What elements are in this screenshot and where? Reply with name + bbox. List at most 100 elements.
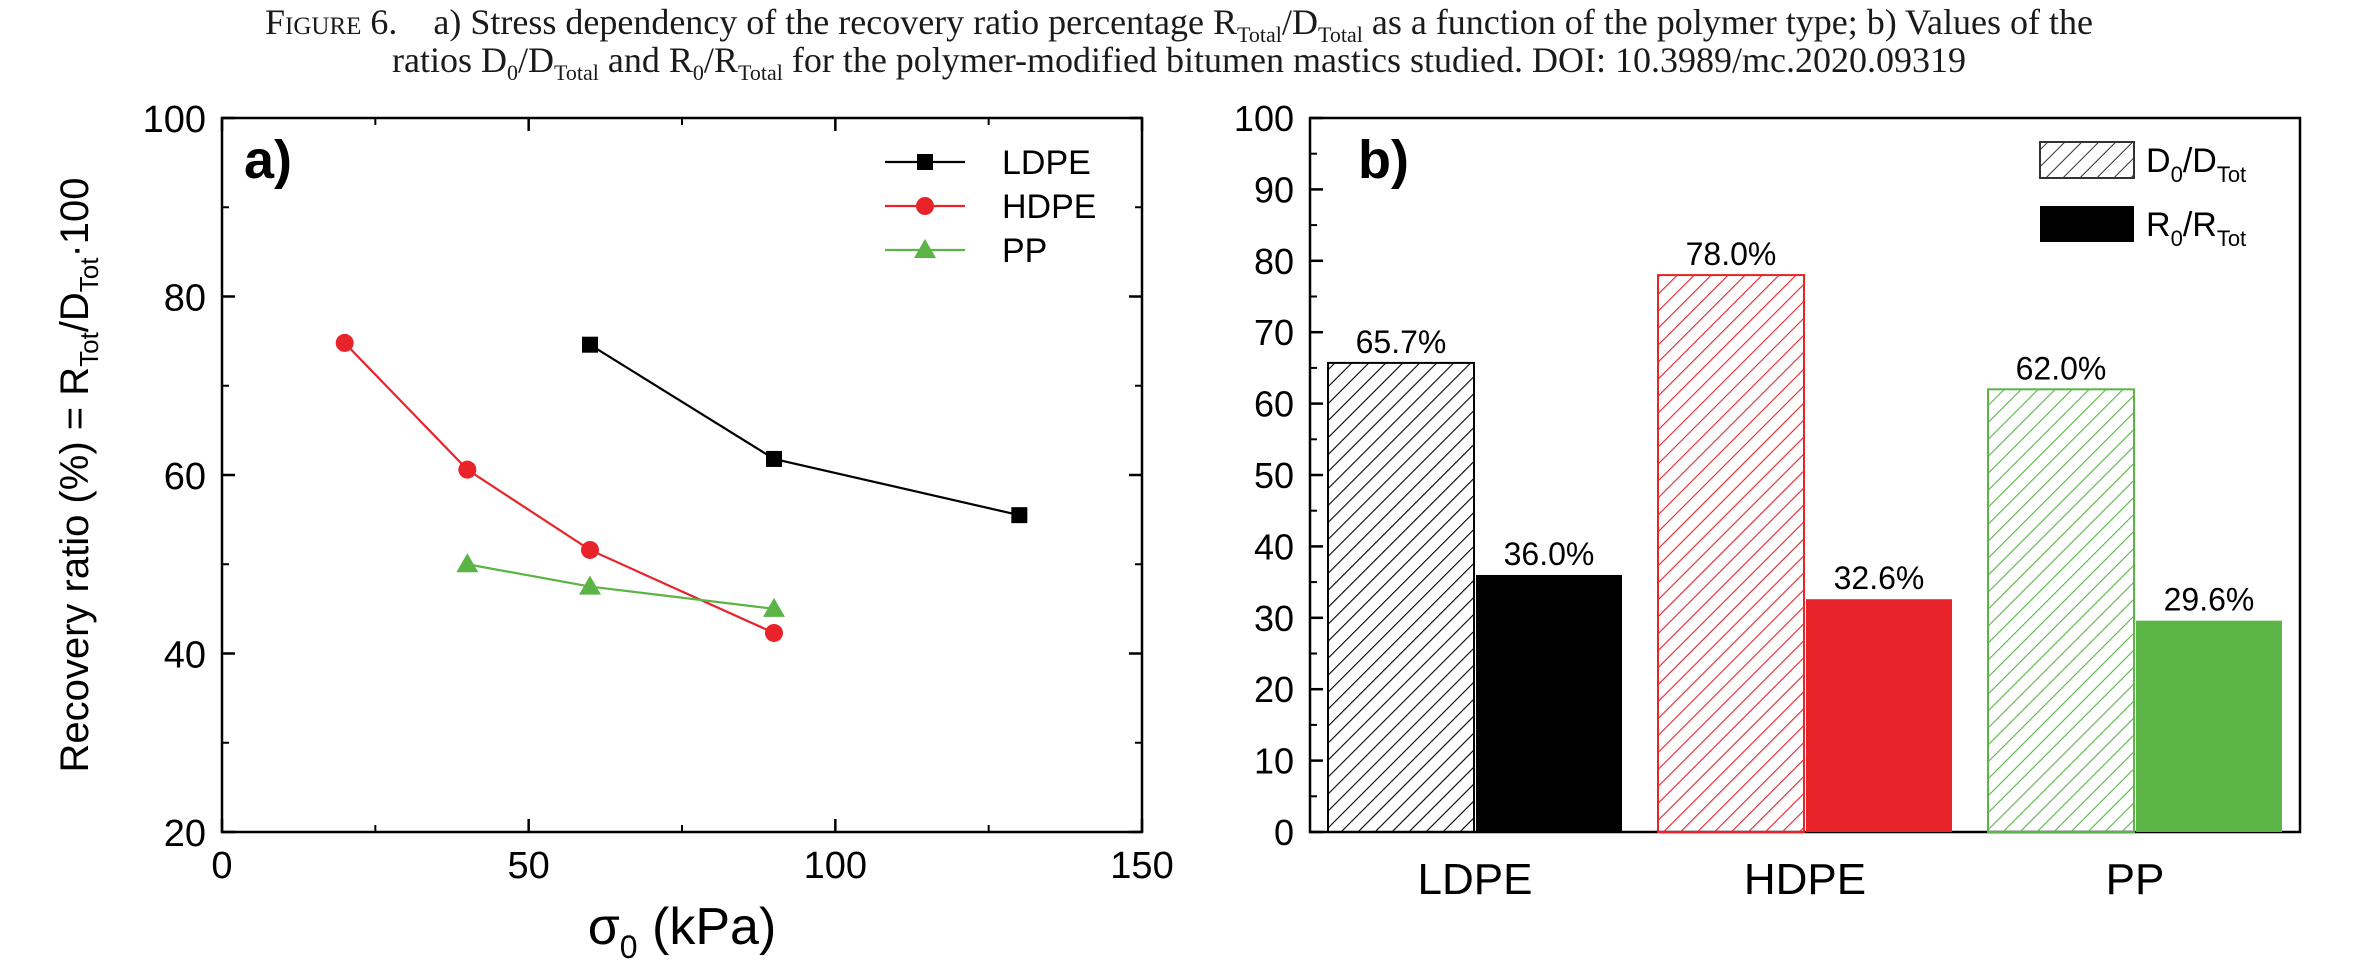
- series-line: [589, 343, 1020, 517]
- data-point-square: [582, 336, 598, 353]
- subscript-text: Tot: [74, 257, 104, 292]
- label-text: /D: [53, 292, 97, 332]
- data-point-square: [917, 154, 933, 170]
- data-point-triangle: [579, 575, 601, 595]
- subscript-text: Tot: [2217, 226, 2246, 251]
- y-tick-label: 100: [1234, 98, 1294, 139]
- legend-label: R0/RTot: [2146, 206, 2246, 251]
- label-text: (kPa): [638, 898, 777, 956]
- panel-label: a): [244, 130, 292, 190]
- caption-subscript: Total: [554, 60, 599, 85]
- data-point-circle: [581, 540, 599, 559]
- legend-label: LDPE: [1002, 144, 1091, 182]
- bar-hatched: [1327, 361, 1475, 833]
- bar-value-label: 78.0%: [1686, 236, 1777, 272]
- bar-solid: [2136, 620, 2282, 832]
- y-tick-label: 50: [1254, 455, 1294, 496]
- y-tick-label: 20: [1254, 669, 1294, 710]
- y-tick-label: 20: [164, 813, 206, 855]
- caption-text: a) Stress dependency of the recovery rat…: [433, 2, 1238, 42]
- y-tick-label: 30: [1254, 598, 1294, 639]
- caption-line-2: ratios D0/DTotal and R0/RTotal for the p…: [0, 40, 2358, 93]
- legend-item-ldpe: LDPE: [885, 144, 1091, 182]
- caption-subscript: Total: [1237, 22, 1282, 47]
- caption-subscript: 0: [507, 60, 519, 85]
- bar-value-label: 29.6%: [2164, 582, 2255, 618]
- bar-value-label: 32.6%: [1834, 560, 1925, 596]
- legend: LDPE HDPE PP: [885, 144, 1096, 270]
- caption-text: and R: [598, 40, 693, 80]
- line-chart-panel: 0 50 100 150 20 40 60 80 100 σ0 (kPa) Recovery rat…: [53, 99, 1174, 965]
- caption-subscript: Total: [737, 60, 783, 85]
- legend-item-pp: PP: [885, 232, 1047, 270]
- bar-value-label: 62.0%: [2016, 350, 2107, 386]
- series-pp: [456, 553, 785, 617]
- legend-item-solid: R0/RTot: [2040, 206, 2246, 251]
- caption-text: for the polymer-modified bitumen mastics…: [782, 40, 1966, 80]
- y-tick-label: 60: [164, 456, 206, 498]
- figure-label: Figure 6.: [264, 2, 398, 42]
- series-hdpe: [335, 333, 783, 642]
- category-label: LDPE: [1418, 855, 1533, 904]
- x-axis-label: σ0 (kPa): [588, 898, 777, 965]
- series-line: [343, 342, 775, 634]
- x-tick-label: 100: [804, 845, 867, 887]
- category-label: PP: [2106, 855, 2165, 904]
- figure-caption: Figure 6. a) Stress dependency of the re…: [0, 0, 2358, 100]
- x-tick-label: 150: [1110, 845, 1173, 887]
- legend-swatch-solid: [2040, 206, 2134, 242]
- data-point-triangle: [914, 239, 936, 258]
- legend-label: PP: [1002, 232, 1047, 270]
- category-label: HDPE: [1744, 855, 1866, 904]
- subscript-text: 0: [2171, 226, 2183, 251]
- label-text: R: [2146, 206, 2171, 244]
- caption-text: as a function of the polymer type; b) Va…: [1362, 2, 2093, 42]
- bar-value-label: 65.7%: [1356, 324, 1447, 360]
- legend-item-hdpe: HDPE: [885, 188, 1096, 226]
- series-ldpe: [582, 336, 1028, 524]
- y-tick-label: 40: [1254, 526, 1294, 567]
- caption-text: ratios D: [392, 40, 508, 80]
- legend: D0/DTot R0/RTot: [2039, 141, 2246, 251]
- legend-item-hatched: D0/DTot: [2039, 141, 2246, 187]
- bar-chart-panel: 0 10 20 30 40 50 60 70 80 90 100 b) 65.7% 36.0% LDPE 78…: [1234, 98, 2302, 904]
- label-text: σ: [588, 898, 620, 956]
- y-tick-label: 60: [1254, 384, 1294, 425]
- bar-value-label: 36.0%: [1504, 536, 1595, 572]
- data-point-circle: [335, 333, 354, 352]
- y-tick-label: 10: [1254, 741, 1294, 782]
- data-point-square: [766, 450, 782, 467]
- subscript-text: Tot: [74, 331, 104, 366]
- x-tick-label: 50: [508, 845, 550, 887]
- caption-text: /D: [1281, 2, 1318, 42]
- y-tick-label: 90: [1254, 169, 1294, 210]
- bar-group-pp: 62.0% 29.6% PP: [1987, 350, 2282, 904]
- data-point-square: [1011, 507, 1028, 524]
- y-tick-label: 100: [143, 99, 206, 141]
- data-point-circle: [458, 460, 477, 479]
- caption-text: /D: [518, 40, 555, 80]
- panel-label: b): [1358, 130, 1409, 190]
- bar-solid: [1476, 574, 1622, 832]
- x-tick-label: 0: [211, 845, 232, 887]
- data-point-circle: [765, 623, 783, 642]
- y-axis-label: Recovery ratio (%) = RTot/DTot·100: [53, 177, 104, 772]
- y-tick-label: 70: [1254, 312, 1294, 353]
- label-text: ·100: [53, 177, 97, 257]
- series-line: [467, 563, 775, 610]
- label-text: /R: [2183, 206, 2217, 244]
- y-tick-label: 80: [164, 278, 206, 320]
- y-tick-label: 80: [1254, 241, 1294, 282]
- bar-group-hdpe: 78.0% 32.6% HDPE: [1657, 236, 1952, 904]
- y-tick-label: 0: [1274, 812, 1294, 853]
- y-tick-label: 40: [164, 635, 206, 677]
- legend-label: D0/DTot: [2146, 142, 2246, 187]
- bar-hatched: [1987, 388, 2135, 833]
- data-point-circle: [916, 197, 934, 215]
- bar-solid: [1806, 599, 1952, 832]
- caption-subscript: Total: [1317, 22, 1363, 47]
- legend-label: HDPE: [1002, 188, 1096, 226]
- label-text: Recovery ratio (%) = R: [53, 367, 97, 773]
- data-point-triangle: [763, 597, 785, 617]
